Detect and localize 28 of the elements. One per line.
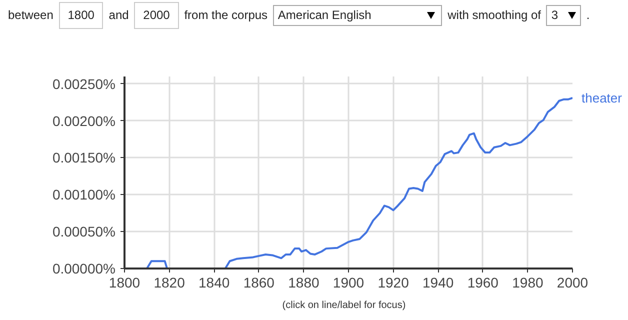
text: from the corpus — [184, 8, 268, 22]
x-tick-label: 1920 — [378, 274, 410, 290]
x-tick-label: 1840 — [198, 274, 230, 290]
text: and — [108, 8, 129, 22]
y-tick-label: 0.00150% — [52, 150, 116, 166]
text: 3 — [551, 8, 558, 22]
y-tick-label: 0.00100% — [52, 186, 116, 203]
text: with smoothing of — [448, 8, 542, 22]
x-tick-label: 1880 — [288, 274, 320, 290]
text: American English — [278, 8, 372, 22]
text: between — [8, 8, 54, 22]
x-tick-label: 1960 — [467, 274, 499, 290]
x-tick-label: 1860 — [243, 274, 275, 290]
y-tick-label: 0.00250% — [52, 76, 116, 92]
x-tick-label: 1820 — [154, 274, 186, 290]
y-tick-label: 0.00050% — [52, 224, 116, 240]
series-label: theater — [582, 90, 623, 106]
y-tick-label: 0.00000% — [52, 260, 116, 276]
text: (click on line/label for focus) — [281, 299, 407, 313]
x-tick-label: 1900 — [332, 274, 364, 290]
text: . — [586, 8, 590, 22]
text: 2000 — [134, 2, 179, 30]
x-tick-label: 1980 — [512, 274, 544, 290]
y-tick-label: 0.00200% — [52, 112, 116, 129]
x-tick-label: 2000 — [556, 274, 588, 290]
text: 1800 — [58, 2, 104, 30]
x-tick-label: 1800 — [108, 274, 140, 290]
x-tick-label: 1940 — [422, 274, 454, 290]
